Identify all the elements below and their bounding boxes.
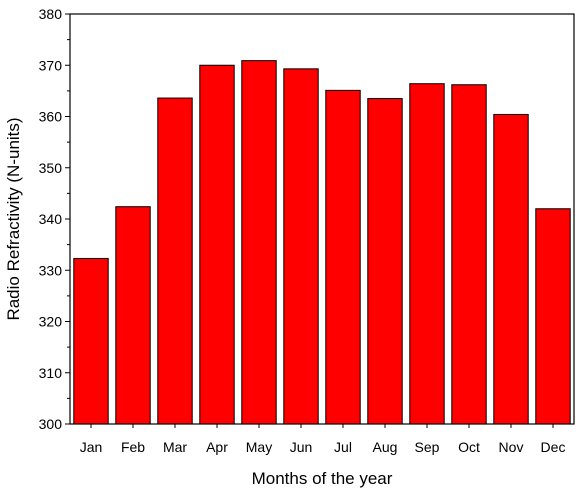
- x-tick-label: Mar: [163, 439, 187, 455]
- bar-mar: [157, 97, 193, 425]
- y-tick-label: 330: [39, 262, 63, 278]
- x-tick-label: Sep: [415, 439, 440, 455]
- y-tick-label: 320: [39, 314, 63, 330]
- x-tick-label: Nov: [499, 439, 524, 455]
- x-axis-ticks: Jan Feb Mar Apr May Jun Jul Aug Sep Oct Nov Dec: [80, 424, 566, 455]
- bar-feb: [115, 206, 151, 425]
- y-tick-label: 360: [39, 109, 63, 125]
- y-axis-ticks: 300 310 320 330 340 350 360 370 380: [39, 6, 70, 432]
- bar-nov: [493, 113, 529, 425]
- bar-apr: [199, 64, 235, 425]
- bar-jul: [325, 89, 361, 425]
- y-tick-label: 300: [39, 416, 63, 432]
- bars-group: [73, 60, 571, 425]
- x-tick-label: May: [246, 439, 272, 455]
- bar-jan: [73, 257, 109, 425]
- x-tick-label: Apr: [206, 439, 228, 455]
- y-tick-label: 340: [39, 211, 63, 227]
- x-tick-label: Jan: [80, 439, 103, 455]
- plot-frame: [69, 13, 575, 425]
- y-tick-label: 310: [39, 365, 63, 381]
- bar-aug: [367, 98, 403, 425]
- x-tick-label: Jun: [290, 439, 313, 455]
- bar-jun: [283, 68, 319, 425]
- bar-may: [241, 60, 277, 425]
- y-tick-label: 380: [39, 6, 63, 22]
- x-tick-label: Dec: [541, 439, 566, 455]
- bar-oct: [451, 84, 487, 425]
- x-tick-label: Feb: [121, 439, 145, 455]
- y-axis-title: Radio Refractivity (N-units): [4, 117, 23, 320]
- x-axis-title: Months of the year: [252, 469, 393, 488]
- y-tick-label: 350: [39, 160, 63, 176]
- x-tick-label: Jul: [334, 439, 352, 455]
- x-tick-label: Oct: [458, 439, 480, 455]
- bar-dec: [535, 208, 571, 425]
- y-tick-label: 370: [39, 57, 63, 73]
- bar-sep: [409, 83, 445, 425]
- x-tick-label: Aug: [373, 439, 398, 455]
